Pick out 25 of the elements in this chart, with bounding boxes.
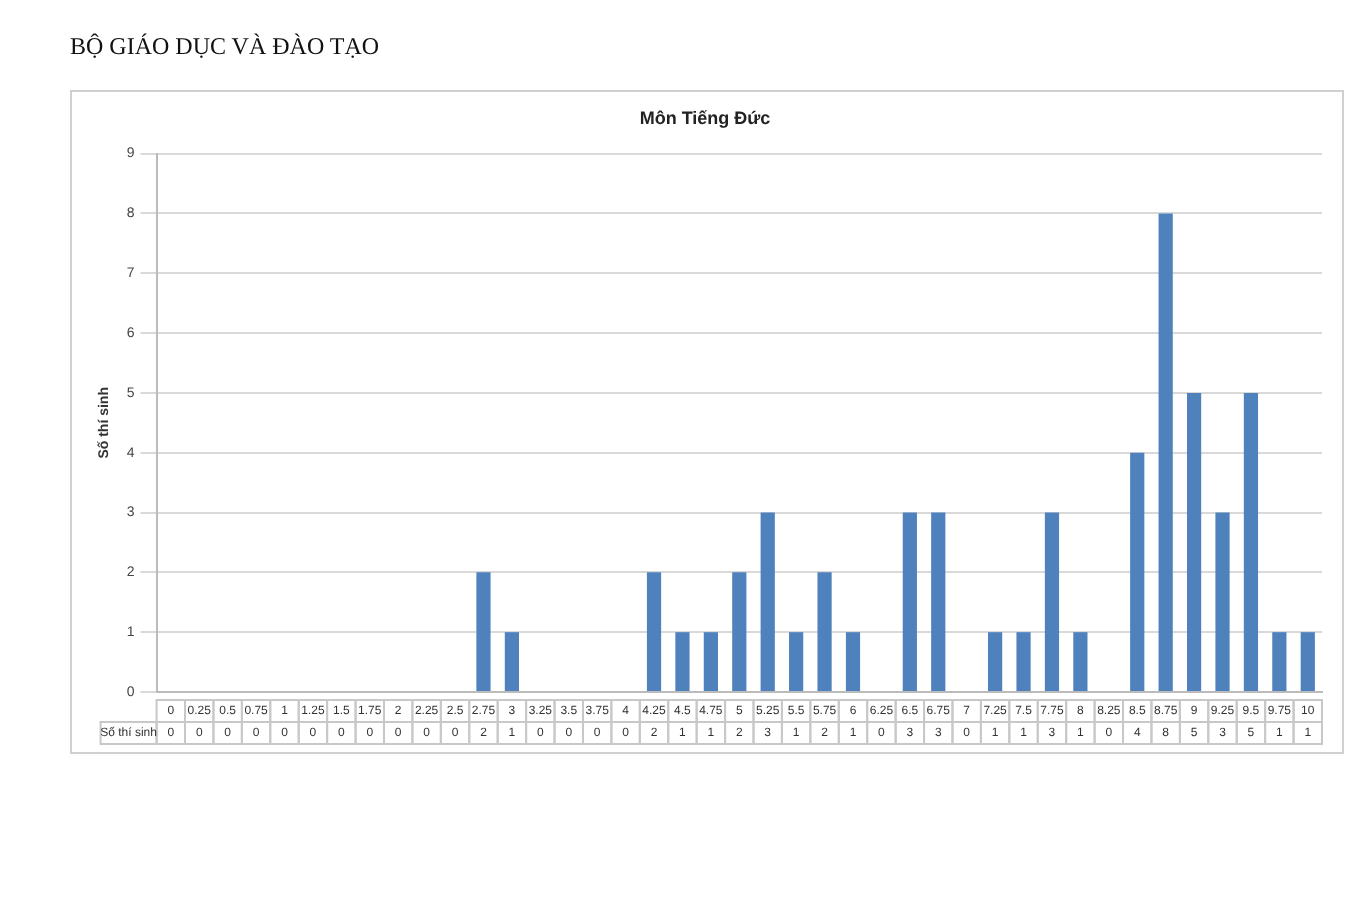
- bar: [1073, 632, 1088, 691]
- bar: [902, 512, 917, 691]
- bar: [476, 572, 491, 691]
- bar: [675, 632, 690, 691]
- bar: [1215, 512, 1230, 691]
- bar: [1130, 452, 1145, 691]
- bar: [1044, 512, 1060, 691]
- bar: [732, 572, 747, 691]
- bar: [1243, 392, 1259, 691]
- bar: [760, 512, 775, 691]
- bar: [988, 632, 1003, 691]
- bar: [789, 632, 804, 691]
- bar: [504, 632, 519, 691]
- bar: [845, 632, 861, 691]
- bar: [703, 632, 718, 691]
- bar: [1158, 213, 1173, 691]
- bar: [931, 512, 946, 691]
- bar: [1016, 632, 1031, 691]
- bar: [817, 572, 832, 691]
- text: BỘ GIÁO DỤC VÀ ĐÀO TẠO: [70, 32, 380, 62]
- chart-title: Môn Tiếng Đức: [639, 107, 771, 128]
- bar: [646, 572, 662, 691]
- bar: [1300, 632, 1315, 691]
- bar: [1186, 392, 1202, 691]
- bar: [1272, 632, 1287, 691]
